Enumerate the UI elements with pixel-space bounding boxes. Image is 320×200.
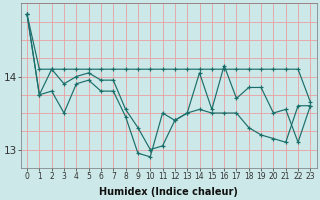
X-axis label: Humidex (Indice chaleur): Humidex (Indice chaleur) xyxy=(99,187,238,197)
